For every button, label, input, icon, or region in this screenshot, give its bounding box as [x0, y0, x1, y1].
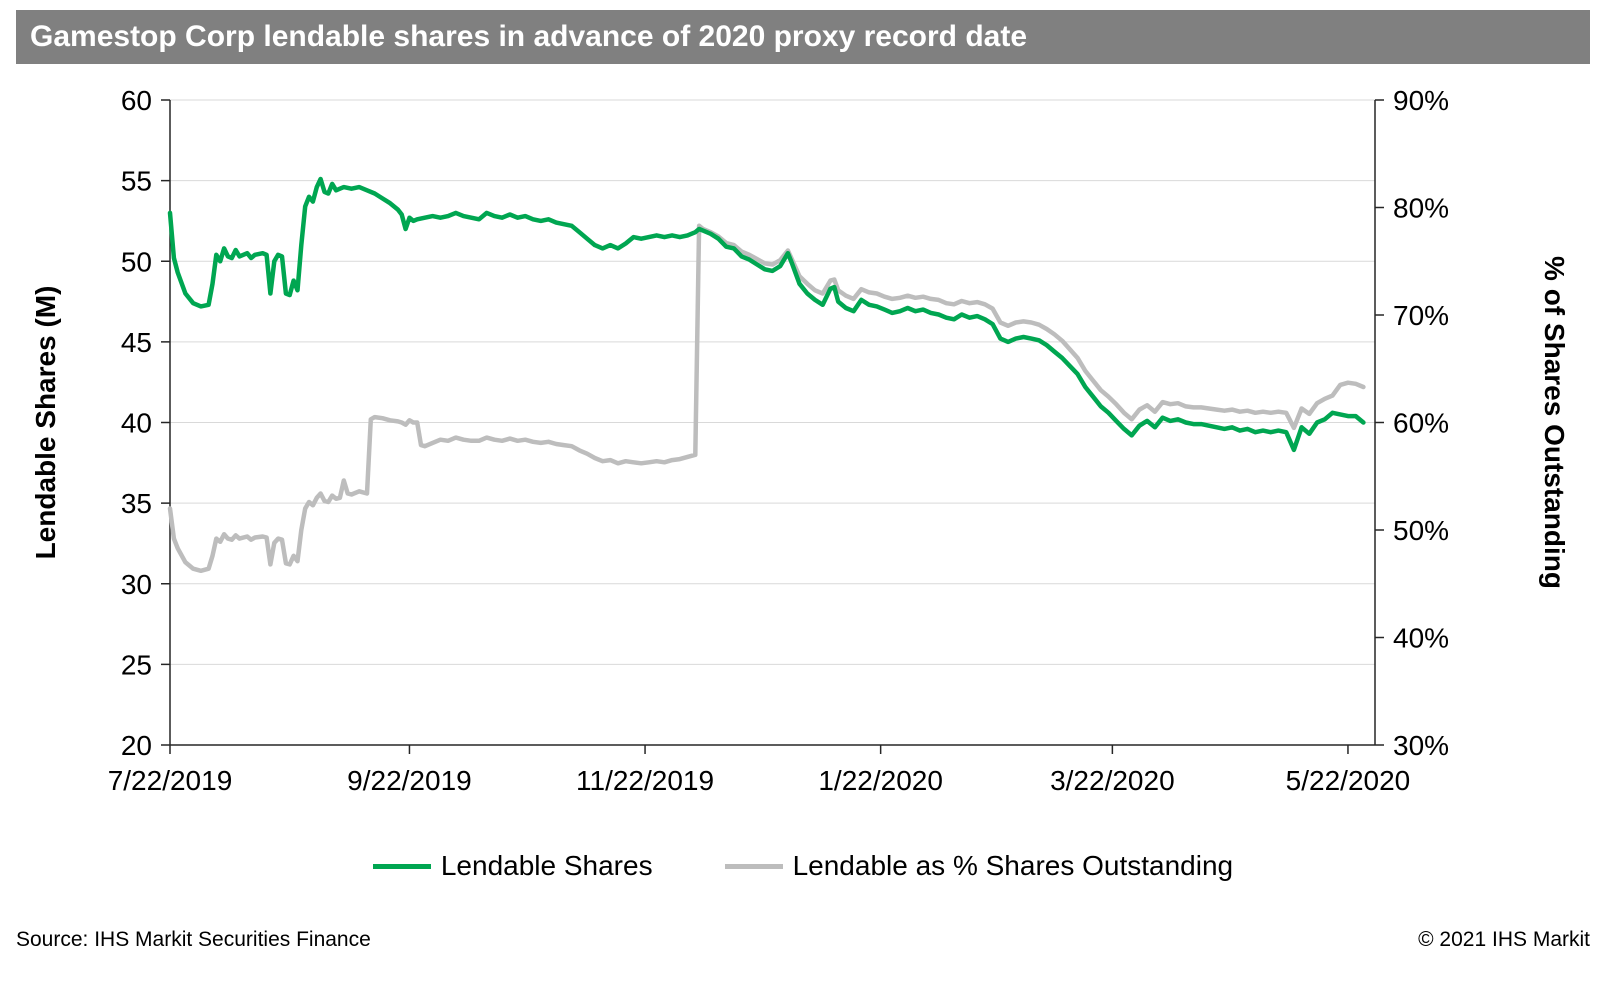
x-axis-tick-label: 1/22/2020	[818, 765, 943, 796]
legend-label-lendable-shares: Lendable Shares	[440, 850, 653, 881]
x-axis-tick-label: 11/22/2019	[576, 765, 714, 796]
left-axis-tick-label: 30	[121, 569, 152, 600]
footer: Source: IHS Markit Securities Finance © …	[16, 928, 1590, 952]
chart-title: Gamestop Corp lendable shares in advance…	[16, 10, 1590, 64]
left-axis-tick-label: 25	[121, 649, 152, 680]
right-axis-title: % of Shares Outstanding	[1539, 256, 1570, 589]
right-axis-tick-label: 80%	[1393, 193, 1449, 224]
left-axis-tick-label: 45	[121, 327, 152, 358]
right-axis-tick-label: 90%	[1393, 85, 1449, 116]
left-axis-title: Lendable Shares (M)	[30, 286, 61, 560]
legend-label-pct-outstanding: Lendable as % Shares Outstanding	[792, 850, 1234, 881]
right-axis-tick-label: 70%	[1393, 300, 1449, 331]
legend-item-lendable-shares: Lendable Shares	[372, 850, 653, 882]
x-axis-tick-label: 7/22/2019	[108, 765, 233, 796]
right-axis-tick-label: 60%	[1393, 408, 1449, 439]
source-text: Source: IHS Markit Securities Finance	[16, 928, 371, 951]
left-axis-tick-label: 40	[121, 408, 152, 439]
left-axis-tick-label: 50	[121, 246, 152, 277]
left-axis-tick-label: 55	[121, 166, 152, 197]
copyright-text: © 2021 IHS Markit	[1418, 928, 1590, 951]
left-axis-tick-label: 60	[121, 85, 152, 116]
legend-item-pct-outstanding: Lendable as % Shares Outstanding	[724, 850, 1234, 882]
legend-swatch-green-line	[372, 863, 431, 869]
x-axis-tick-label: 5/22/2020	[1286, 765, 1411, 796]
series-line-pct-outstanding	[167, 223, 1366, 574]
series-line-lendable-shares	[167, 176, 1366, 453]
x-axis-tick-label: 9/22/2019	[347, 765, 472, 796]
x-axis-tick-label: 3/22/2020	[1050, 765, 1175, 796]
right-axis-tick-label: 40%	[1393, 623, 1449, 654]
legend-swatch-gray-line	[724, 863, 783, 869]
left-axis-tick-label: 20	[121, 730, 152, 761]
right-axis-tick-label: 50%	[1393, 515, 1449, 546]
left-axis-tick-label: 35	[121, 488, 152, 519]
right-axis-tick-label: 30%	[1393, 730, 1449, 761]
chart-legend: Lendable Shares Lendable as % Shares Out…	[0, 850, 1606, 882]
